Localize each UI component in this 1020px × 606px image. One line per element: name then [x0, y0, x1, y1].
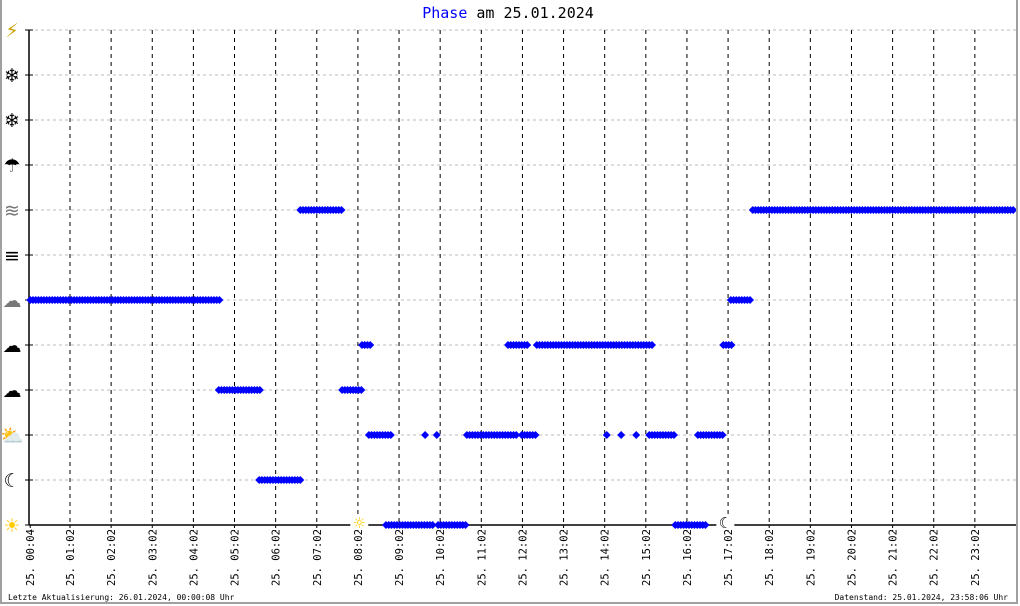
rain-icon: ☂: [3, 155, 20, 177]
x-tick-label: 25. 17:02: [723, 529, 735, 586]
partly-cloudy-day-icon: ⛅: [0, 425, 24, 447]
title-highlight: Phase: [422, 4, 468, 22]
data-point: [357, 386, 366, 394]
snow-icon: ❄: [4, 65, 20, 87]
x-tick-label: 25. 00:04: [25, 529, 37, 586]
sleet-icon: ❄: [4, 110, 20, 132]
x-tick-label: 25. 23:02: [970, 529, 982, 586]
data-point: [531, 431, 540, 439]
x-tick-label: 25. 11:02: [476, 529, 488, 586]
phase-chart: 25. 00:04 25. 01:02 25. 02:02 25. 03:02 25. …: [0, 20, 1016, 586]
data-point: [602, 431, 611, 439]
frame-border: [0, 0, 2, 602]
sunrise-sun-icon: ☼: [353, 514, 366, 532]
fog-icon: ≡: [4, 245, 20, 267]
x-tick-label: 25. 16:02: [682, 529, 694, 586]
data-point: [337, 206, 346, 214]
data-point: [746, 296, 755, 304]
thunderstorm-icon: ⚡: [5, 20, 18, 42]
marker-bg: [716, 515, 735, 529]
last-update-text: Letzte Aktualisierung: 26.01.2024, 00:00…: [8, 593, 235, 602]
x-tick-label: 25. 14:02: [600, 529, 612, 586]
partly-cloudy-night-icon: ☁: [3, 380, 22, 402]
haze-fog-sun-icon: ≋: [4, 200, 20, 222]
data-point: [1009, 206, 1016, 214]
data-point: [461, 521, 470, 529]
data-point: [718, 431, 727, 439]
x-tick-label: 25. 10:02: [435, 529, 447, 586]
x-tick-label: 25. 22:02: [929, 529, 941, 586]
moon-clear-night-icon: ☾: [3, 470, 20, 492]
data-point: [512, 431, 521, 439]
title-rest: am 25.01.2024: [467, 4, 594, 22]
data-point: [428, 521, 437, 529]
x-tick-label: 25. 18:02: [764, 529, 776, 586]
x-tick-label: 25. 06:02: [271, 529, 283, 586]
data-point: [432, 431, 441, 439]
data-point: [296, 476, 305, 484]
x-tick-label: 25. 19:02: [805, 529, 817, 586]
sun-clear-icon: ☀: [3, 515, 20, 537]
x-tick-label: 25. 20:02: [846, 529, 858, 586]
x-tick-label: 25. 21:02: [888, 529, 900, 586]
data-point: [727, 341, 736, 349]
data-point: [617, 431, 626, 439]
marker-bg: [350, 515, 369, 529]
x-tick-label: 25. 03:02: [147, 529, 159, 586]
sunset-moon-icon: ☾: [719, 514, 732, 532]
x-tick-label: 25. 05:02: [230, 529, 242, 586]
cloud-icon: ☁: [3, 335, 22, 357]
x-tick-label: 25. 09:02: [394, 529, 406, 586]
x-tick-label: 25. 15:02: [641, 529, 653, 586]
data-point: [632, 431, 641, 439]
data-timestamp-text: Datenstand: 25.01.2024, 23:58:06 Uhr: [834, 593, 1008, 602]
data-point: [523, 341, 532, 349]
overcast-cloud-icon: ☁: [3, 290, 22, 312]
x-tick-label: 25. 04:02: [188, 529, 200, 586]
chart-title: Phase am 25.01.2024: [0, 4, 1016, 22]
x-tick-label: 25. 13:02: [559, 529, 571, 586]
data-point: [386, 431, 395, 439]
x-tick-label: 25. 01:02: [65, 529, 77, 586]
data-point: [366, 341, 375, 349]
data-point: [701, 521, 710, 529]
data-point: [669, 431, 678, 439]
x-tick-label: 25. 07:02: [312, 529, 324, 586]
x-tick-label: 25. 02:02: [106, 529, 118, 586]
data-point: [215, 296, 224, 304]
data-point: [255, 386, 264, 394]
data-point: [647, 341, 656, 349]
x-tick-label: 25. 08:02: [353, 529, 365, 586]
data-point: [421, 431, 430, 439]
x-tick-label: 25. 12:02: [517, 529, 529, 586]
